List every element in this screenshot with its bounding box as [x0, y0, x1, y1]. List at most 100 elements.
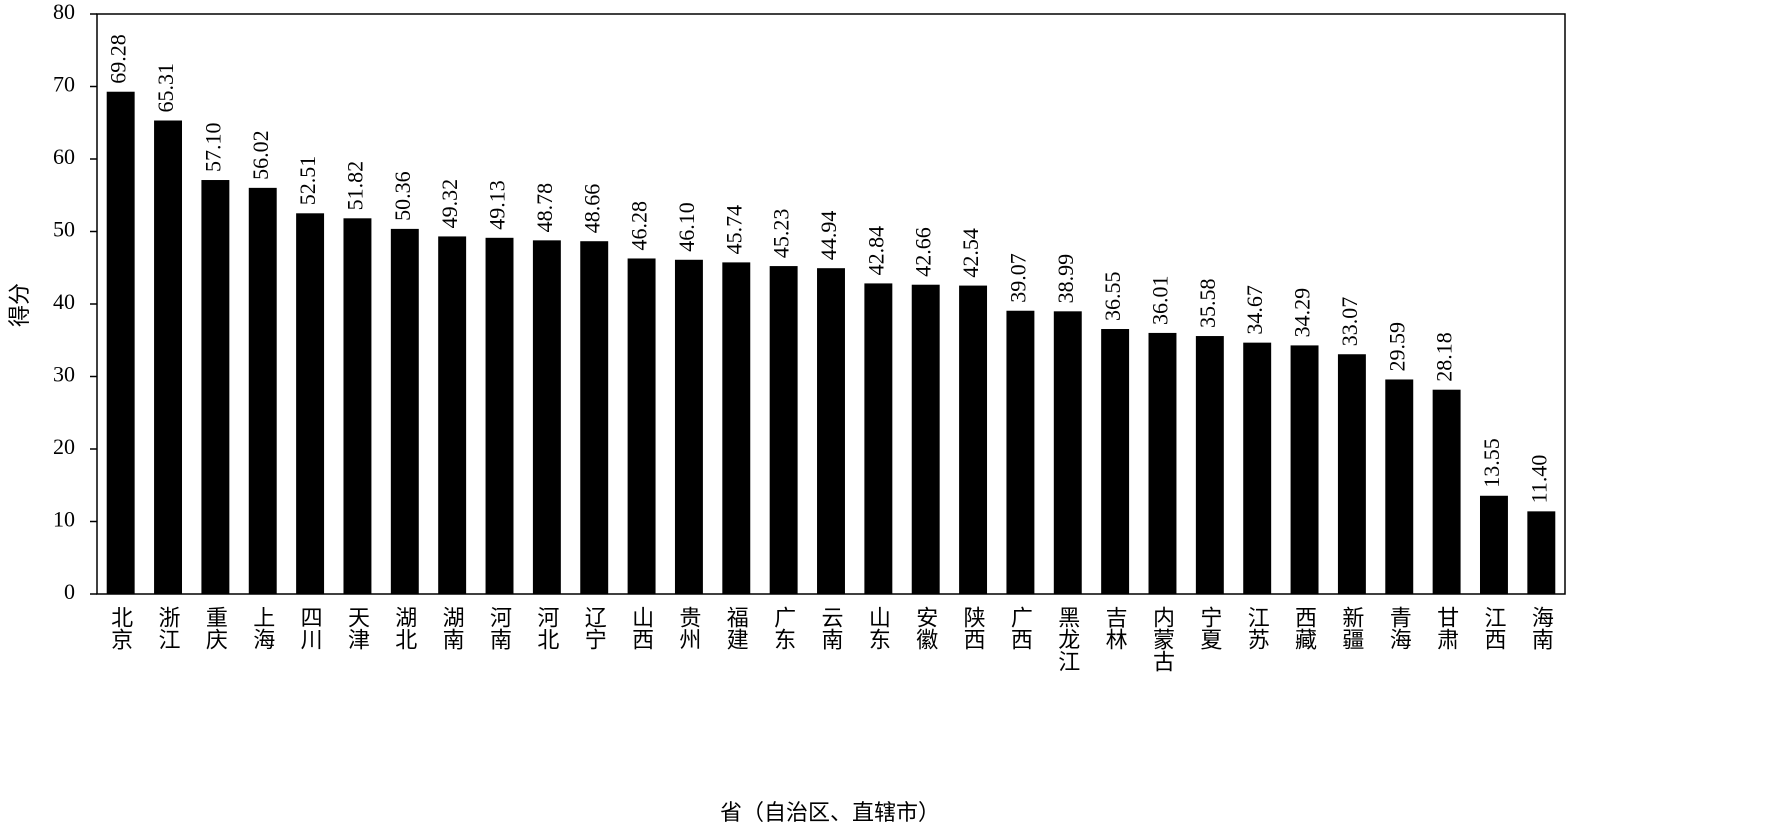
value-label: 46.10: [674, 202, 699, 252]
bar: [154, 120, 183, 594]
bar: [532, 240, 561, 594]
bar: [959, 285, 988, 594]
x-tick-label: 甘肃: [1434, 606, 1459, 650]
bar: [1148, 332, 1177, 594]
x-tick-label: 北京: [108, 606, 133, 650]
value-label: 42.84: [863, 226, 888, 276]
x-tick-label: 重庆: [203, 606, 228, 650]
value-label: 33.07: [1337, 297, 1362, 347]
x-tick-label: 山东: [866, 606, 891, 650]
value-label: 39.07: [1005, 253, 1030, 303]
bar: [343, 218, 372, 594]
x-tick-label: 云南: [819, 606, 844, 650]
y-tick-label: 30: [53, 362, 75, 387]
x-tick-label: 湖北: [392, 606, 417, 650]
value-label: 51.82: [342, 161, 367, 211]
value-label: 11.40: [1526, 455, 1551, 504]
x-tick-label: 上海: [250, 606, 275, 650]
value-label: 45.74: [721, 205, 746, 255]
value-label: 34.67: [1242, 285, 1267, 335]
value-label: 52.51: [295, 156, 320, 206]
x-tick-label: 广西: [1008, 606, 1033, 650]
x-tick-label: 广东: [771, 606, 796, 650]
bar: [1006, 310, 1035, 594]
bar: [864, 283, 893, 594]
value-label: 35.58: [1195, 279, 1220, 329]
bar: [769, 266, 798, 594]
value-label: 57.10: [200, 123, 225, 172]
value-label: 46.28: [627, 201, 652, 251]
x-tick-label: 江西: [1481, 606, 1506, 650]
bar: [1479, 495, 1508, 594]
y-tick-label: 40: [53, 289, 75, 314]
x-tick-label: 宁夏: [1197, 606, 1222, 650]
x-tick-label: 山西: [629, 606, 654, 650]
value-label: 34.29: [1290, 288, 1315, 338]
value-label: 49.13: [485, 180, 510, 229]
x-tick-label: 天津: [345, 606, 370, 650]
x-tick-label: 河北: [534, 606, 559, 650]
y-tick-label: 70: [53, 72, 75, 97]
value-label: 42.54: [958, 228, 983, 278]
value-label: 36.55: [1100, 272, 1125, 322]
bar: [1053, 311, 1082, 594]
value-label: 48.66: [579, 184, 604, 234]
x-tick-label: 西藏: [1292, 606, 1317, 650]
x-tick-label: 吉林: [1103, 606, 1128, 650]
x-axis-title: 省（自治区、直辖市）: [720, 800, 940, 825]
value-label: 49.32: [437, 179, 462, 229]
x-tick-label: 湖南: [440, 606, 465, 650]
bar: [1337, 354, 1366, 594]
x-tick-label: 陕西: [961, 606, 986, 650]
value-label: 69.28: [106, 34, 131, 84]
bar: [1195, 336, 1224, 594]
bar: [390, 228, 419, 594]
x-tick-label: 福建: [724, 606, 749, 650]
x-tick-label: 河南: [487, 606, 512, 650]
bar: [1290, 345, 1319, 594]
x-tick-label: 浙江: [156, 606, 181, 650]
x-tick-label: 内蒙古: [1150, 606, 1175, 672]
value-label: 48.78: [532, 183, 557, 233]
x-tick-label: 贵州: [676, 606, 701, 650]
bar: [201, 180, 230, 594]
bar: [106, 91, 135, 594]
bar: [485, 237, 514, 594]
y-tick-label: 20: [53, 434, 75, 459]
y-tick-label: 80: [53, 0, 75, 24]
value-label: 44.94: [816, 211, 841, 261]
bar: [911, 284, 940, 594]
bar: [296, 213, 325, 595]
bar: [438, 236, 467, 594]
bar: [817, 268, 845, 594]
value-label: 38.99: [1053, 254, 1078, 304]
bar: [1101, 329, 1130, 594]
y-axis-title: 得分: [7, 283, 32, 327]
bar: [580, 241, 609, 594]
value-label: 28.18: [1432, 332, 1457, 382]
x-tick-label: 海南: [1529, 606, 1554, 650]
bar: [1527, 511, 1556, 594]
bar: [722, 262, 751, 594]
x-tick-label: 四川: [298, 606, 323, 650]
value-label: 56.02: [248, 130, 273, 180]
x-tick-label: 青海: [1387, 606, 1412, 650]
value-label: 13.55: [1479, 438, 1504, 488]
value-label: 65.31: [153, 63, 178, 113]
value-label: 50.36: [390, 171, 415, 221]
value-label: 45.23: [769, 209, 794, 259]
x-tick-label: 黑龙江: [1055, 606, 1080, 672]
y-tick-label: 50: [53, 217, 75, 242]
x-tick-label: 江苏: [1245, 606, 1270, 650]
bar: [1385, 379, 1414, 594]
y-tick-label: 0: [64, 579, 75, 604]
bar: [1243, 342, 1272, 594]
bar: [1432, 389, 1461, 594]
bar: [674, 259, 703, 594]
bar: [248, 187, 277, 595]
x-tick-label: 新疆: [1339, 606, 1364, 650]
y-tick-label: 60: [53, 144, 75, 169]
value-label: 29.59: [1384, 322, 1409, 372]
x-tick-label: 安徽: [913, 606, 938, 650]
